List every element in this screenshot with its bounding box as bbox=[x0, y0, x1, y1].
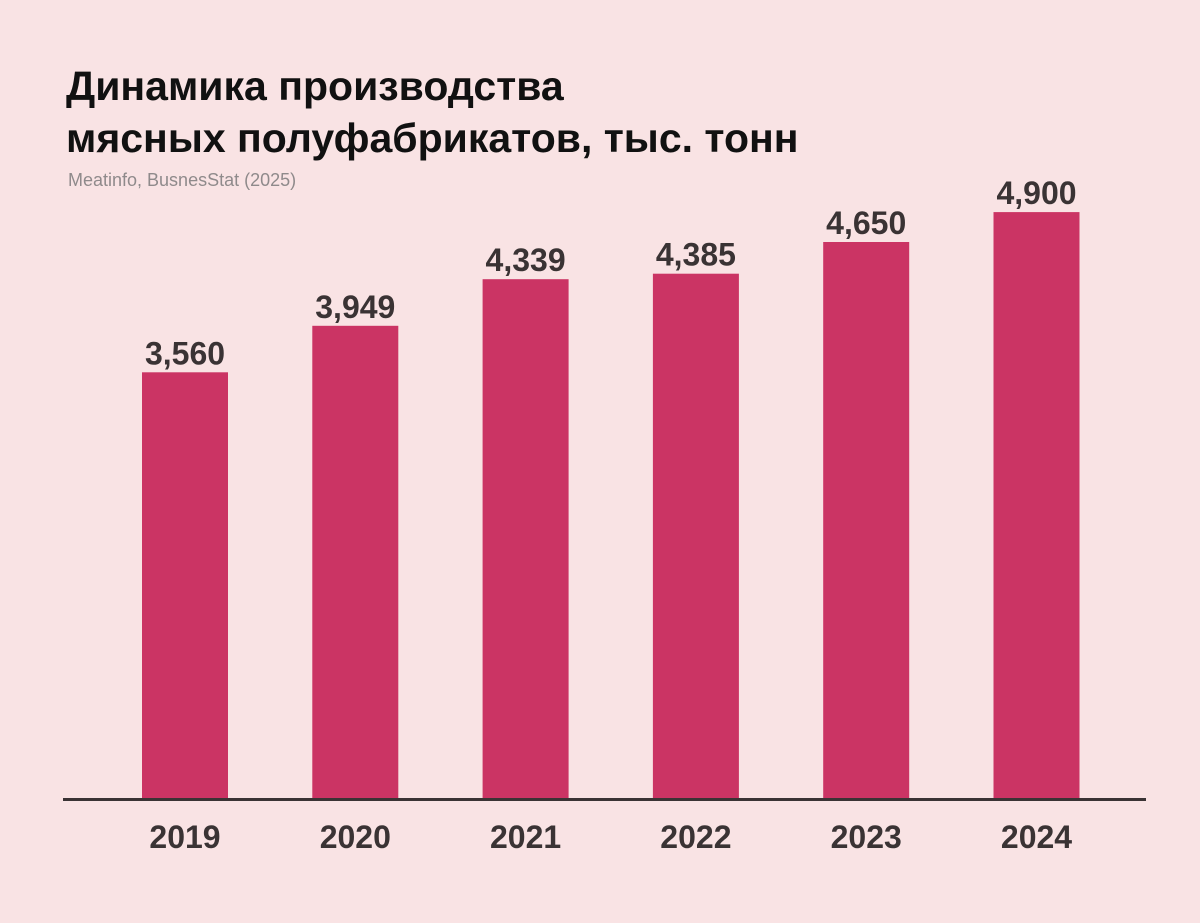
x-tick-label-2021: 2021 bbox=[490, 819, 561, 855]
value-label-2024: 4,900 bbox=[996, 175, 1076, 211]
value-labels-group: 3,560 3,949 4,339 4,385 4,650 4,900 bbox=[145, 175, 1077, 371]
chart-source: Meatinfo, BusnesStat (2025) bbox=[68, 170, 297, 190]
bar-2021 bbox=[482, 279, 569, 798]
bar-2023 bbox=[823, 242, 910, 798]
x-tick-label-2023: 2023 bbox=[831, 819, 902, 855]
x-tick-label-2022: 2022 bbox=[660, 819, 731, 855]
chart-title-line-2: мясных полуфабрикатов, тыс. тонн bbox=[66, 115, 799, 161]
bar-2019 bbox=[142, 372, 228, 798]
bar-2024 bbox=[993, 212, 1080, 799]
x-tick-labels-group: 2019 2020 2021 2022 2023 2024 bbox=[149, 819, 1072, 855]
bars-group bbox=[142, 212, 1080, 799]
value-label-2023: 4,650 bbox=[826, 205, 906, 241]
x-tick-label-2020: 2020 bbox=[320, 819, 391, 855]
x-tick-label-2024: 2024 bbox=[1001, 819, 1072, 855]
bar-2022 bbox=[652, 273, 739, 798]
value-label-2022: 4,385 bbox=[656, 237, 736, 273]
chart-title: Динамика производства мясных полуфабрика… bbox=[66, 60, 799, 164]
bar-2020 bbox=[312, 325, 399, 798]
chart-title-line-1: Динамика производства bbox=[66, 63, 564, 109]
value-label-2020: 3,949 bbox=[315, 289, 395, 325]
x-tick-label-2019: 2019 bbox=[149, 819, 220, 855]
value-label-2021: 4,339 bbox=[486, 242, 566, 278]
value-label-2019: 3,560 bbox=[145, 335, 225, 371]
